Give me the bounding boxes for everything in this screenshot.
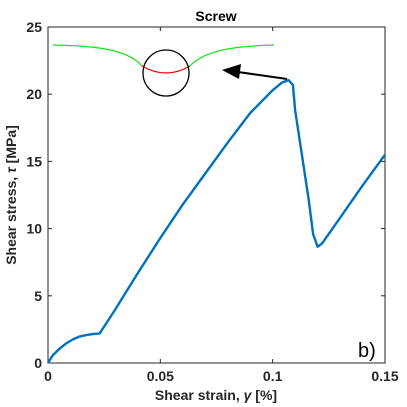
inset-sketch	[52, 44, 288, 97]
panel-label: b)	[358, 340, 376, 362]
plot-area	[47, 26, 386, 364]
y-tick-label: 15	[26, 153, 42, 169]
y-tick-label: 0	[34, 355, 42, 371]
inset-green-curve	[52, 44, 275, 67]
y-tick-label: 10	[26, 221, 42, 237]
x-tick-label: 0	[44, 368, 52, 384]
x-tick-label: 0.1	[263, 368, 283, 384]
x-tick-label: 0.15	[371, 368, 398, 384]
inset-arrow-shaft	[237, 71, 288, 80]
chart-title: Screw	[195, 8, 236, 24]
y-tick-label: 20	[26, 86, 42, 102]
inset-arrow-head	[222, 64, 241, 79]
tick-labels: 0 0.05 0.1 0.15 0 5 10 15 20 25	[26, 19, 398, 384]
y-axis-title: Shear stress, τ [MPa]	[3, 125, 19, 265]
x-axis-title: Shear strain, γ [%]	[155, 387, 277, 403]
series-line	[46, 78, 386, 364]
inset-circle	[142, 49, 190, 97]
x-tick-label: 0.05	[147, 368, 174, 384]
axis-ticks	[47, 26, 386, 364]
inset-red-curve	[141, 65, 191, 74]
y-tick-label: 25	[26, 19, 42, 35]
y-tick-label: 5	[34, 288, 42, 304]
